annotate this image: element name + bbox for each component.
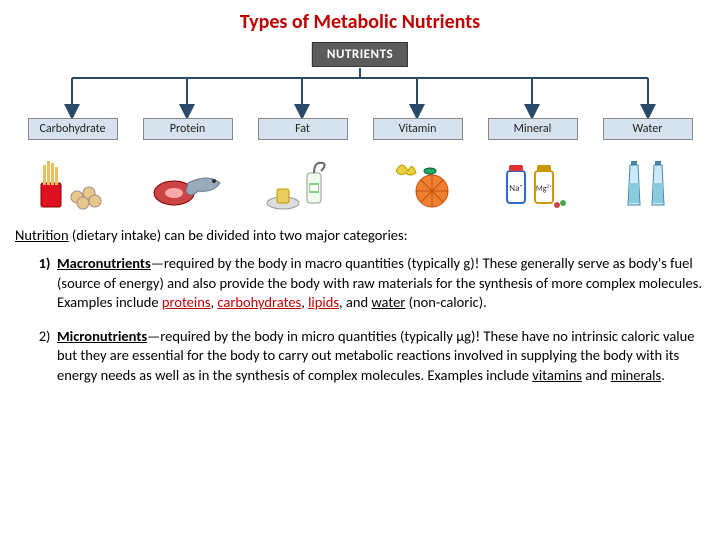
macronutrients-item: Macronutrients—required by the body in m… — [57, 254, 705, 313]
fat-icon — [258, 150, 348, 216]
leaf-icon-row: Na⁺ Mg²⁺ — [15, 150, 705, 216]
macro-and: , and — [339, 293, 371, 311]
leaf-water: Water — [603, 118, 693, 140]
leaf-protein: Protein — [143, 118, 233, 140]
macro-ex-carbs: carbohydrates — [217, 293, 301, 311]
tree-connectors — [15, 68, 705, 118]
mineral-icon: Na⁺ Mg²⁺ — [488, 150, 578, 216]
leaf-fat: Fat — [258, 118, 348, 140]
carbohydrate-icon — [28, 150, 118, 216]
micro-body-a: —required by the body in micro quantitie… — [147, 327, 456, 345]
micronutrients-item: Micronutrients—required by the body in m… — [57, 327, 705, 386]
micro-ex-minerals: minerals — [611, 366, 661, 384]
micro-term: Micronutrients — [57, 327, 147, 345]
macro-ex-water: water — [371, 293, 405, 311]
intro-text: Nutrition (dietary intake) can be divide… — [15, 226, 705, 244]
macro-ex-proteins: proteins — [162, 293, 211, 311]
protein-icon — [143, 150, 233, 216]
macro-tail: (non-caloric). — [405, 293, 487, 311]
svg-text:Mg²⁺: Mg²⁺ — [535, 184, 551, 194]
leaf-mineral: Mineral — [488, 118, 578, 140]
page-title: Types of Metabolic Nutrients — [15, 10, 705, 34]
micro-ex-vitamins: vitamins — [532, 366, 582, 384]
svg-text:Na⁺: Na⁺ — [509, 183, 522, 194]
micro-unit: µg — [456, 327, 471, 345]
water-icon — [603, 150, 693, 216]
micro-tail: . — [661, 366, 665, 384]
leaf-label-row: Carbohydrate Protein Fat Vitamin Mineral… — [15, 118, 705, 140]
root-node: NUTRIENTS — [312, 42, 408, 67]
macro-ex-lipids: lipids — [308, 293, 339, 311]
definitions-list: Macronutrients —required by the body in m… — [15, 254, 705, 385]
vitamin-icon — [373, 150, 463, 216]
leaf-carbohydrate: Carbohydrate — [28, 118, 118, 140]
leaf-vitamin: Vitamin — [373, 118, 463, 140]
micro-mid: and — [582, 366, 611, 384]
macro-term: Macronutrients — [57, 254, 151, 272]
intro-underlined: Nutrition — [15, 226, 69, 244]
intro-rest: (dietary intake) can be divided into two… — [69, 226, 408, 244]
nutrient-tree-diagram: NUTRIENTS Carbohydrate Protein Fat Vitam… — [15, 42, 705, 222]
